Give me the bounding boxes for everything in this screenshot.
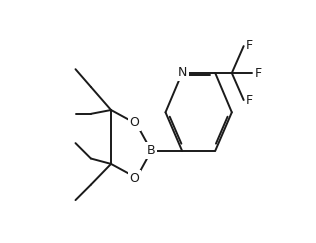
Text: F: F bbox=[255, 67, 262, 79]
Text: F: F bbox=[246, 39, 253, 52]
Text: F: F bbox=[246, 95, 253, 107]
Text: O: O bbox=[130, 172, 140, 185]
Text: B: B bbox=[147, 144, 155, 157]
Text: N: N bbox=[177, 66, 187, 79]
Text: O: O bbox=[130, 116, 140, 130]
